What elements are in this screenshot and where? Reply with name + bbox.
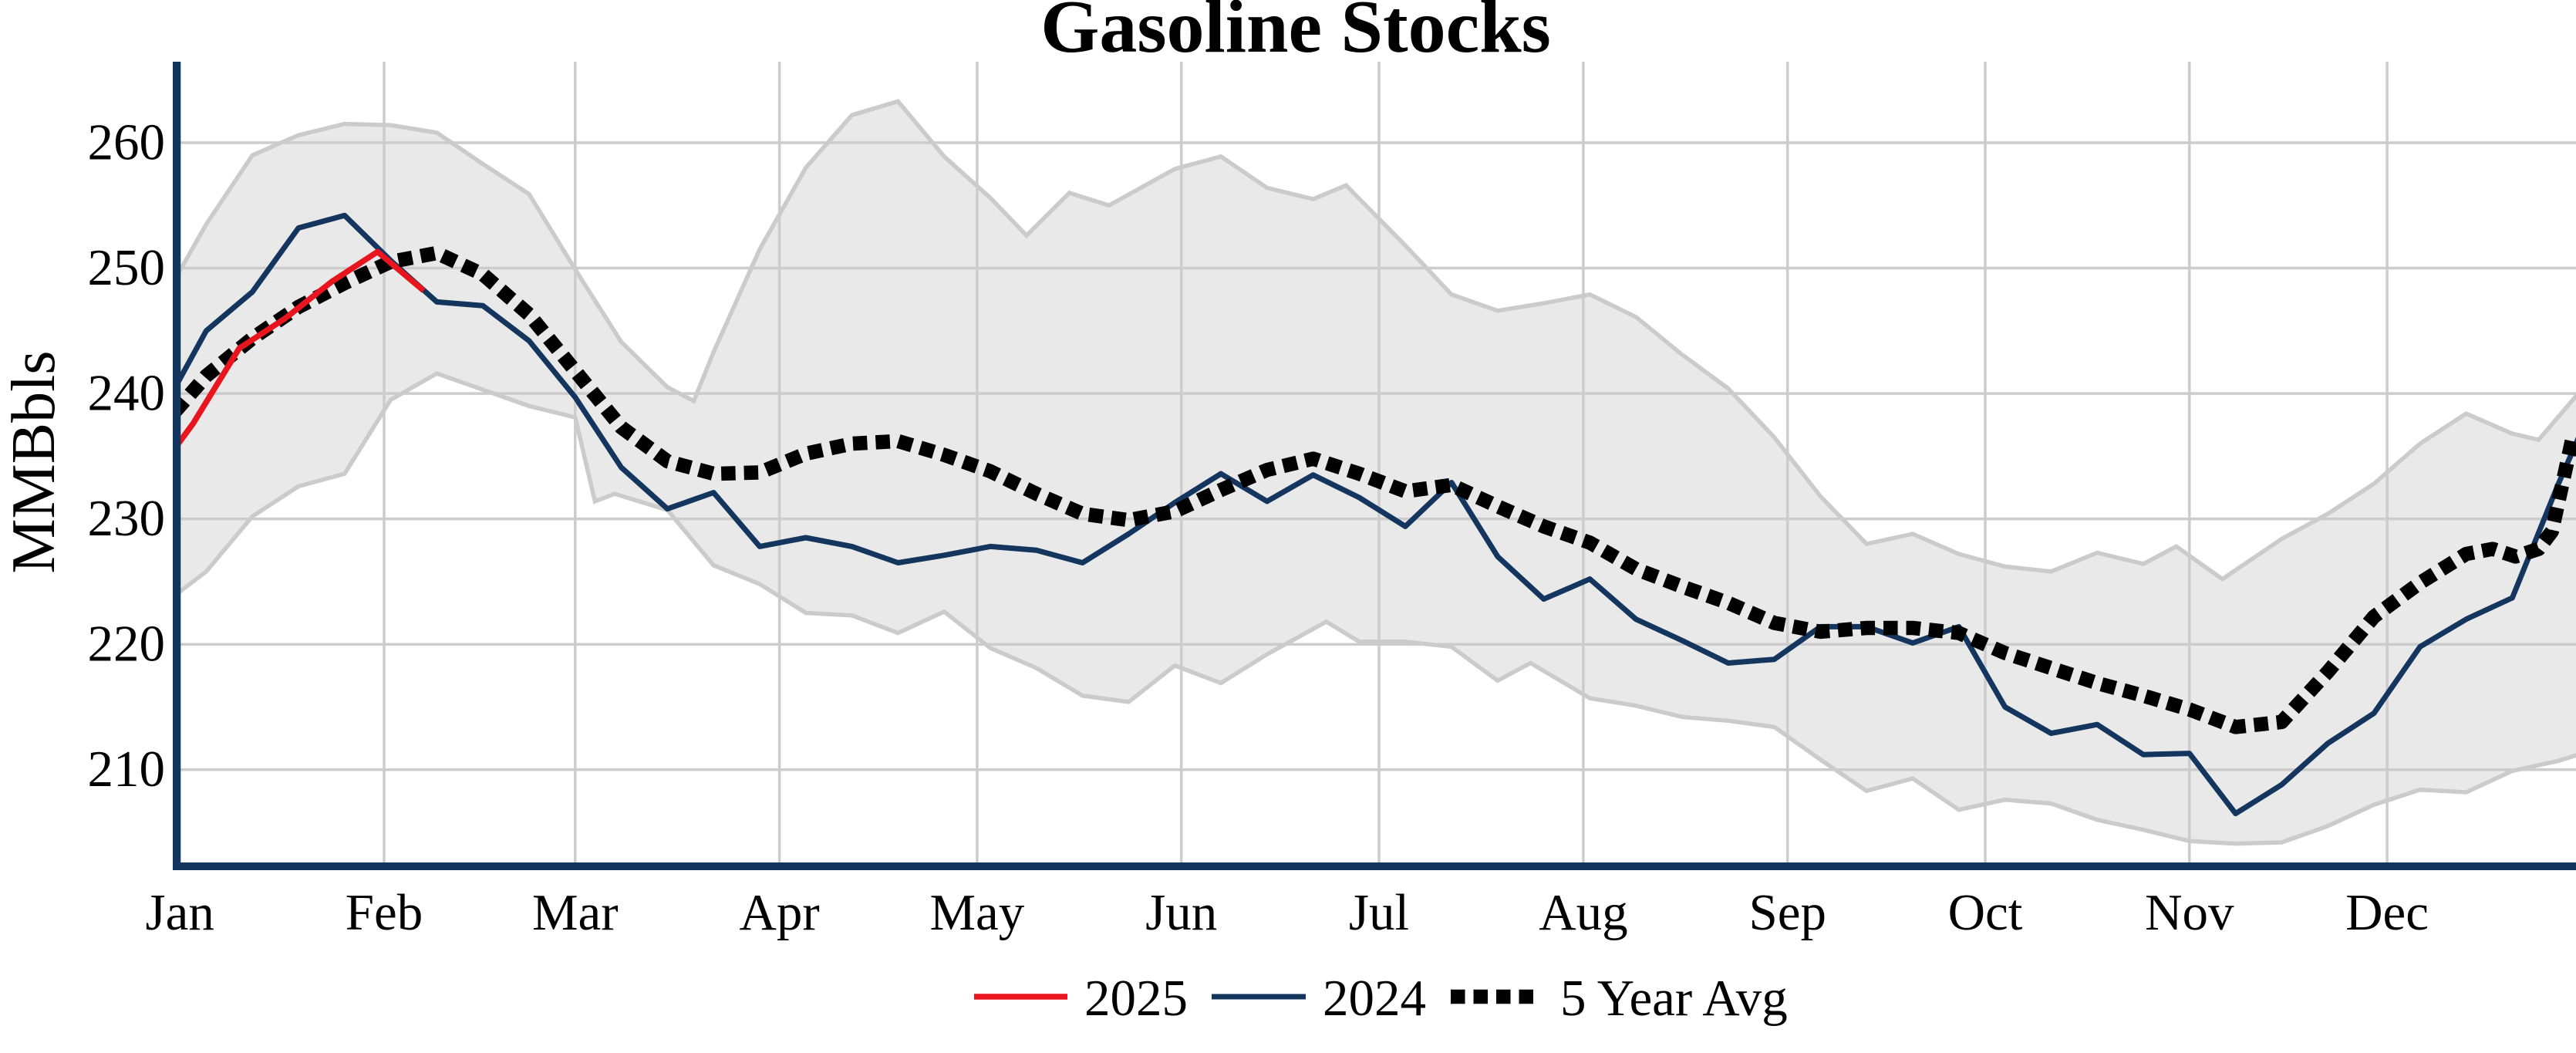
svg-text:Jul: Jul	[1349, 884, 1409, 941]
svg-text:240: 240	[88, 365, 166, 422]
svg-text:Nov: Nov	[2145, 884, 2234, 941]
svg-text:5 Year Avg: 5 Year Avg	[1560, 970, 1788, 1027]
svg-text:Feb: Feb	[346, 884, 423, 941]
svg-text:MMBbls: MMBbls	[0, 351, 68, 574]
svg-text:Oct: Oct	[1948, 884, 2023, 941]
svg-text:Gasoline Stocks: Gasoline Stocks	[1040, 0, 1551, 69]
svg-text:2024: 2024	[1323, 970, 1426, 1027]
svg-text:Jun: Jun	[1145, 884, 1217, 941]
svg-text:220: 220	[88, 616, 166, 673]
svg-text:260: 260	[88, 114, 166, 171]
svg-text:Dec: Dec	[2345, 884, 2429, 941]
svg-text:Aug: Aug	[1539, 884, 1627, 941]
svg-text:250: 250	[88, 239, 166, 296]
svg-text:210: 210	[88, 741, 166, 798]
svg-text:Sep: Sep	[1748, 884, 1826, 941]
svg-text:2025: 2025	[1084, 970, 1188, 1027]
svg-text:May: May	[929, 884, 1024, 941]
svg-text:Mar: Mar	[532, 884, 619, 941]
svg-text:230: 230	[88, 490, 166, 547]
svg-text:Jan: Jan	[146, 884, 214, 941]
svg-text:Apr: Apr	[739, 884, 819, 941]
